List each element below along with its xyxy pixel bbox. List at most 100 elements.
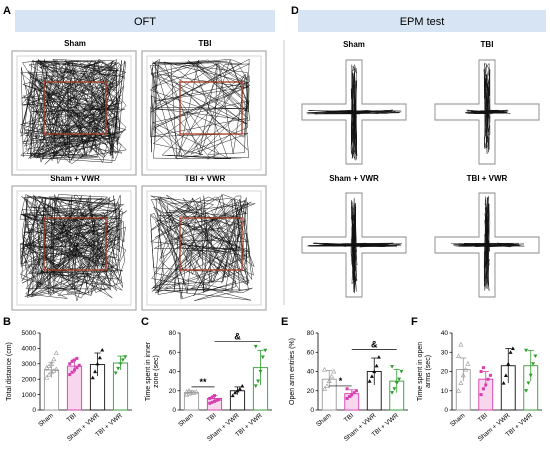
data-point [488, 373, 492, 377]
epm-mazes [301, 59, 540, 298]
significance-mark: & [234, 332, 241, 342]
data-point [118, 362, 123, 366]
epm-maze-sham-vwr [301, 192, 407, 298]
category-label: Sham [177, 412, 195, 428]
arena-inner-wall [146, 190, 262, 306]
data-point [510, 346, 515, 350]
data-point [352, 391, 356, 395]
data-point [53, 366, 59, 372]
epm-label-tbi: TBI [481, 40, 494, 49]
mouse-track [149, 194, 256, 301]
inner-zone-square [179, 81, 243, 135]
data-point [90, 375, 95, 380]
panel-label-e: E [281, 316, 288, 328]
data-point [326, 378, 332, 384]
data-point [100, 347, 105, 352]
data-point [528, 373, 533, 378]
data-point [263, 348, 268, 353]
data-point [258, 369, 263, 374]
y-tick-label: 80 [307, 330, 315, 337]
data-point [208, 396, 212, 400]
y-tick-label: 20 [441, 369, 449, 376]
data-point [237, 386, 242, 391]
arena-outer-wall [141, 50, 267, 176]
y-tick-label: 30 [441, 349, 449, 356]
data-point [213, 399, 216, 403]
y-tick-label: 20 [169, 388, 177, 395]
data-point [390, 391, 395, 395]
arena-outer-wall [11, 50, 137, 176]
y-axis-label: Time spent in openarms (sec) [417, 342, 432, 401]
data-point [367, 379, 372, 383]
epm-header-box [298, 10, 546, 32]
y-tick-label: 40 [441, 330, 449, 337]
epm-label-sham-vwr: Sham + VWR [329, 174, 379, 183]
open-arm-track [465, 109, 511, 115]
inner-zone-square [43, 81, 107, 135]
oft-arena-sham [11, 50, 137, 176]
bar-B-3 [112, 362, 129, 411]
significance-mark: * [339, 376, 343, 386]
data-point [392, 387, 397, 391]
data-point [208, 401, 212, 405]
data-point [97, 355, 102, 360]
data-point [331, 368, 337, 374]
data-point [458, 380, 464, 385]
category-label: Sham [449, 412, 467, 428]
panel-label-c: C [141, 316, 149, 328]
data-point [394, 381, 399, 386]
data-point [68, 373, 72, 377]
y-axis-label: Open arm entries (%) [289, 338, 296, 405]
data-point [210, 400, 214, 404]
significance-mark: ** [199, 377, 207, 387]
open-arm-track [307, 242, 402, 248]
data-point [120, 358, 125, 362]
data-point [531, 362, 536, 366]
y-tick-label: 20 [307, 388, 315, 395]
data-point [350, 393, 354, 397]
mouse-track [19, 58, 127, 165]
data-point [253, 344, 258, 349]
data-point [465, 361, 471, 366]
data-point [533, 354, 538, 359]
data-point [484, 383, 488, 387]
data-point [399, 369, 404, 374]
data-point [458, 341, 464, 347]
data-point [372, 369, 377, 374]
data-point [322, 386, 328, 391]
data-point [508, 350, 513, 354]
oft-arena-tbi-vwr [141, 185, 267, 311]
oft-header-box [15, 10, 275, 32]
data-point [479, 393, 483, 397]
category-label: Sham [37, 412, 55, 428]
data-point [456, 353, 462, 358]
data-point [524, 389, 529, 393]
data-point [44, 375, 50, 380]
inner-zone-square [43, 217, 107, 271]
arena-inner-wall [16, 190, 132, 306]
closed-arm-track [483, 62, 491, 154]
panel-label-a: A [3, 5, 11, 17]
data-point [397, 377, 402, 382]
data-point [240, 383, 245, 388]
panel-label-f: F [411, 316, 418, 328]
oft-label-tbi-vwr: TBI + VWR [185, 174, 226, 183]
y-tick-label: 40 [307, 369, 315, 376]
category-label: TBI [477, 412, 489, 424]
data-point [116, 366, 121, 371]
panel-label-d: D [291, 5, 299, 17]
data-point [324, 383, 330, 388]
y-tick-label: 60 [169, 349, 177, 356]
data-point [322, 366, 328, 372]
y-tick-label: 0 [32, 407, 36, 414]
data-point [233, 390, 238, 395]
arena-outer-wall [11, 185, 137, 311]
data-point [354, 389, 358, 393]
y-axis-label: Time spent in innerzone (sec) [145, 341, 160, 401]
y-tick-label: 4000 [22, 346, 37, 353]
chart-F: 0 10 20 30 40 Time spent in openarms (sec) Sha… [417, 330, 542, 443]
data-point [70, 359, 74, 363]
data-point [481, 387, 485, 391]
data-point [345, 387, 349, 391]
